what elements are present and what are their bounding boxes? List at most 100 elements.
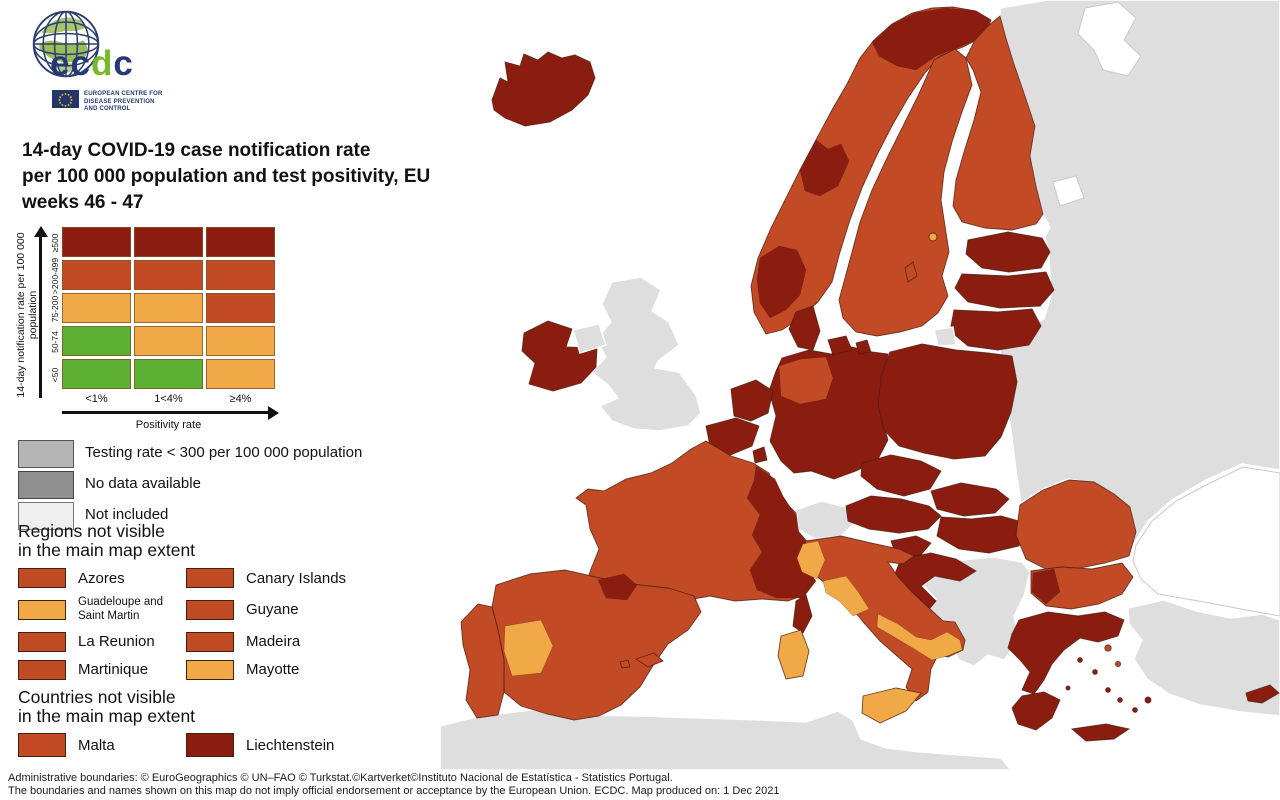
map-region-balearic-islands (619, 652, 664, 669)
matrix-cell-r3-c0 (62, 326, 131, 356)
countries-section-heading: Countries not visible in the main map ex… (18, 687, 196, 727)
regions-legend-grid: Azores Canary Islands Guadeloupe and Sai… (18, 568, 406, 680)
canary-islands-swatch (186, 568, 234, 588)
map-region-norway-southwest (756, 245, 807, 319)
matrix-cell-r1-c0 (62, 260, 131, 290)
globe-icon (32, 10, 100, 78)
matrix-x-axis-line (62, 411, 270, 414)
map-region-gotland (904, 261, 918, 283)
map-region-denmark-islands (827, 335, 872, 356)
map-region-sweden (838, 48, 973, 337)
map-region-switzerland (795, 500, 857, 540)
map-region-finland (952, 15, 1044, 231)
map-region-spain-extremadura (503, 619, 554, 677)
map-region-hungary (936, 515, 1027, 554)
matrix-cell-r4-c0 (62, 359, 131, 389)
malta-swatch (18, 733, 66, 757)
ecdc-wordmark: ecdc (50, 44, 134, 83)
map-region-italy-tuscany (822, 575, 870, 617)
map-sea-white-sea (1077, 1, 1142, 77)
matrix-cell-r2-c0 (62, 293, 131, 323)
map-region-kaliningrad (933, 326, 957, 347)
map-region-poland (877, 343, 1018, 460)
legend-item-liechtenstein: Liechtenstein (186, 733, 406, 757)
map-region-crete (1070, 723, 1131, 742)
legend-item-martinique: Martinique (18, 659, 186, 680)
map-lake-ladoga (1052, 175, 1085, 207)
map-region-turkey (1127, 599, 1280, 717)
regions-section-heading: Regions not visible in the main map exte… (18, 521, 196, 561)
map-region-cyprus (1245, 684, 1280, 704)
matrix-cell-r2-c1 (134, 293, 203, 323)
matrix-cells (62, 227, 275, 389)
countries-legend-grid: Malta Liechtenstein (18, 733, 406, 757)
map-title: 14-day COVID-19 case notification rate p… (22, 140, 475, 214)
matrix-cell-r3-c1 (134, 326, 203, 356)
matrix-cell-r4-c1 (134, 359, 203, 389)
map-region-slovakia (930, 482, 1010, 517)
europe-map (430, 0, 1280, 772)
map-sea-black-sea (1132, 466, 1280, 617)
legend-item-mayotte: Mayotte (186, 659, 406, 680)
map-region-latvia (954, 271, 1055, 309)
matrix-y-axis-label: 14-day notification rate per 100 000 pop… (15, 232, 39, 398)
azores-swatch (18, 568, 66, 588)
legend-item-guyane: Guyane (186, 596, 406, 624)
no-data-swatch (18, 471, 74, 499)
matrix-cell-r0-c0 (62, 227, 131, 257)
map-region-greece-peloponnese (1011, 691, 1061, 731)
map-region-portugal (460, 603, 505, 719)
map-region-bulgaria-northwest (1031, 568, 1061, 605)
map-region-italy-south (876, 613, 963, 661)
footer: Administrative boundaries: © EuroGeograp… (8, 772, 779, 799)
legend-item-madeira: Madeira (186, 631, 406, 652)
matrix-cell-r4-c2 (206, 359, 275, 389)
guyane-swatch (186, 599, 234, 620)
map-region-iceland (491, 51, 596, 127)
map-region-lithuania (949, 308, 1042, 351)
eu-flag-icon (52, 90, 79, 108)
matrix-col-label-0: <1% (85, 393, 108, 405)
map-region-sicily (861, 687, 922, 724)
matrix-col-label-1: 1<4% (154, 393, 183, 405)
map-region-estonia (965, 231, 1051, 273)
map-region-romania (1015, 479, 1137, 570)
map-region-ireland (521, 320, 598, 392)
matrix-y-axis-line (39, 236, 42, 398)
map-region-austria (845, 495, 942, 534)
legend-item-malta: Malta (18, 733, 186, 757)
matrix-row-label-4: <50 (50, 367, 60, 383)
liechtenstein-swatch (186, 733, 234, 757)
map-region-aland (928, 232, 938, 242)
ecdc-caption: EUROPEAN CENTRE FOR DISEASE PREVENTION A… (84, 91, 163, 112)
map-region-norway-trondelag (799, 139, 850, 197)
legend-item-canary-islands: Canary Islands (186, 568, 406, 588)
guadeloupe-swatch (18, 599, 66, 620)
not-included-swatch (18, 502, 74, 530)
matrix-cell-r1-c1 (134, 260, 203, 290)
map-region-denmark (788, 305, 821, 351)
map-region-bulgaria (1030, 562, 1134, 610)
footer-line-2: The boundaries and names shown on this m… (8, 785, 780, 798)
mayotte-swatch (186, 659, 234, 680)
map-region-czechia (860, 454, 942, 497)
matrix-cell-r0-c2 (206, 227, 275, 257)
matrix-x-axis-arrowhead (268, 406, 279, 420)
testing-rate-swatch (18, 440, 74, 468)
matrix-cell-r2-c2 (206, 293, 275, 323)
map-region-france-east (746, 465, 817, 599)
matrix-cell-r1-c2 (206, 260, 275, 290)
martinique-swatch (18, 659, 66, 680)
map-region-corsica (792, 594, 813, 634)
map-region-germany-northwest (778, 356, 834, 405)
map-region-greece (1007, 611, 1125, 695)
map-region-northern-ireland (572, 323, 607, 354)
footer-line-1: Administrative boundaries: © EuroGeograp… (8, 772, 673, 784)
map-region-luxembourg (752, 446, 768, 464)
legend-item-azores: Azores (18, 568, 186, 588)
map-region-united-kingdom (590, 276, 702, 432)
matrix-x-axis-label: Positivity rate (135, 419, 202, 431)
matrix-y-axis-arrowhead (34, 226, 48, 237)
madeira-swatch (186, 631, 234, 652)
